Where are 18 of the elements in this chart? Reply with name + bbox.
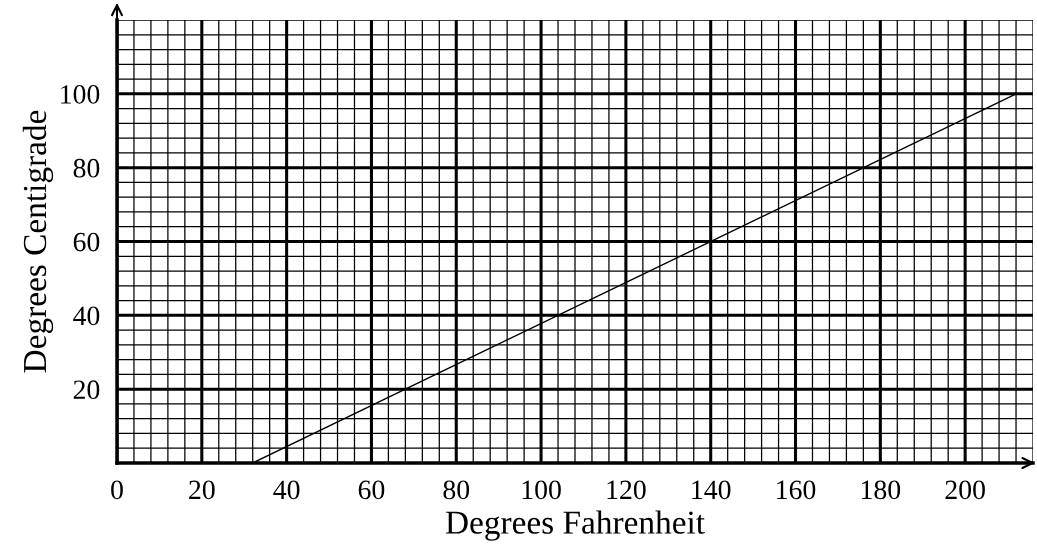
x-tick-label: 180 [861, 480, 901, 500]
y-tick-label: 60 [73, 232, 100, 252]
y-tick-label: 80 [73, 158, 100, 178]
x-tick-label: 80 [443, 480, 470, 500]
x-tick-label: 20 [189, 480, 215, 500]
x-tick-label: 200 [945, 480, 985, 500]
x-tick-label: 40 [273, 480, 300, 500]
x-tick-label: 60 [358, 480, 385, 500]
y-tick-label: 20 [73, 380, 100, 400]
x-tick-label: 100 [522, 480, 561, 500]
y-tick-label: 100 [61, 85, 100, 104]
x-axis-title: Degrees Fahrenheit [445, 510, 705, 541]
y-tick-label: 40 [73, 306, 100, 326]
y-axis-title: Degrees Centigrade [22, 110, 54, 373]
x-tick-label: 0 [111, 480, 123, 500]
x-tick-label: 140 [692, 480, 731, 500]
x-tick-label: 160 [777, 480, 816, 500]
x-tick-label: 120 [607, 480, 646, 500]
